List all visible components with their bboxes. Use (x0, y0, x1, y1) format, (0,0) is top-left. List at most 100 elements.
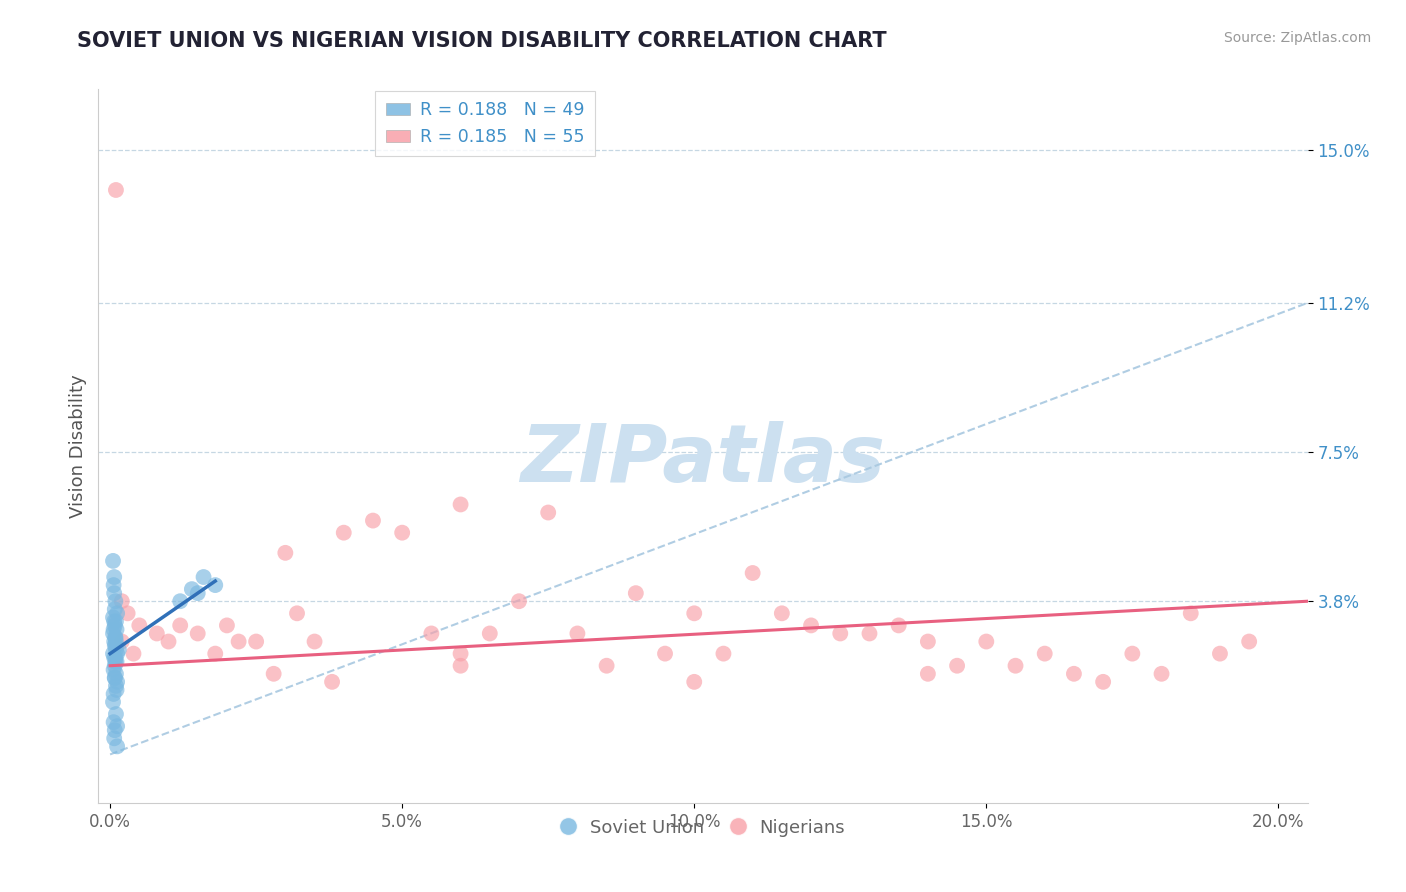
Point (104, 671, 127, 685)
Point (103, 650, 125, 665)
Point (128, 618, 150, 632)
Point (654, 647, 676, 661)
Point (361, 514, 384, 528)
Point (537, 506, 560, 520)
Point (101, 554, 124, 568)
Point (122, 647, 145, 661)
Point (103, 623, 125, 637)
Point (683, 674, 706, 689)
Point (157, 634, 180, 648)
Point (624, 586, 647, 600)
Point (974, 634, 997, 648)
Point (1150, 666, 1173, 681)
Point (228, 634, 250, 648)
Point (187, 586, 209, 600)
Point (830, 626, 852, 640)
Point (101, 610, 124, 624)
Point (103, 578, 125, 592)
Point (1063, 666, 1085, 681)
Point (450, 647, 472, 661)
Point (450, 498, 472, 512)
Point (713, 647, 735, 661)
Point (104, 671, 127, 685)
Point (104, 666, 127, 681)
Point (683, 607, 706, 621)
Point (111, 634, 134, 648)
Point (103, 687, 125, 701)
Point (204, 578, 226, 592)
Point (104, 615, 127, 629)
Point (858, 626, 880, 640)
Point (104, 634, 127, 648)
Point (391, 525, 413, 540)
Point (105, 674, 128, 689)
Point (1209, 647, 1232, 661)
Point (108, 642, 131, 657)
Point (104, 618, 127, 632)
Point (187, 626, 209, 640)
Point (105, 655, 128, 669)
Point (478, 626, 501, 640)
Point (104, 650, 127, 665)
Point (104, 642, 127, 657)
Point (304, 634, 326, 648)
Point (204, 647, 226, 661)
Point (104, 639, 127, 653)
Point (567, 626, 589, 640)
Point (103, 731, 125, 746)
Point (103, 570, 125, 584)
Legend: Soviet Union, Nigerians: Soviet Union, Nigerians (554, 812, 852, 844)
Point (887, 618, 910, 632)
Point (104, 602, 127, 616)
Point (1033, 647, 1056, 661)
Point (1180, 607, 1202, 621)
Point (104, 631, 127, 645)
Point (111, 594, 134, 608)
Point (103, 634, 125, 648)
Point (101, 695, 124, 709)
Point (104, 707, 127, 722)
Point (215, 618, 238, 632)
Point (103, 615, 125, 629)
Point (193, 570, 215, 584)
Point (245, 634, 267, 648)
Point (104, 658, 127, 673)
Point (770, 607, 793, 621)
Point (101, 626, 124, 640)
Point (1004, 658, 1026, 673)
Point (104, 594, 127, 608)
Point (285, 607, 308, 621)
Point (105, 647, 128, 661)
Point (1121, 647, 1143, 661)
Point (450, 658, 472, 673)
Point (105, 607, 128, 621)
Point (917, 634, 939, 648)
Text: ZIPatlas: ZIPatlas (520, 421, 886, 500)
Point (104, 183, 127, 197)
Point (104, 639, 127, 653)
Point (103, 715, 125, 730)
Point (103, 663, 125, 677)
Point (104, 655, 127, 669)
Point (595, 658, 617, 673)
Point (146, 626, 169, 640)
Point (104, 631, 127, 645)
Point (117, 607, 139, 621)
Point (104, 679, 127, 693)
Point (1092, 674, 1115, 689)
Point (263, 666, 285, 681)
Point (420, 626, 443, 640)
Point (101, 647, 124, 661)
Point (169, 594, 191, 608)
Point (508, 594, 530, 608)
Point (741, 566, 763, 580)
Text: Source: ZipAtlas.com: Source: ZipAtlas.com (1223, 31, 1371, 45)
Point (321, 674, 343, 689)
Point (169, 618, 191, 632)
Point (105, 739, 128, 754)
Point (105, 682, 128, 697)
Point (946, 658, 969, 673)
Point (105, 719, 128, 733)
Point (105, 623, 128, 637)
Text: SOVIET UNION VS NIGERIAN VISION DISABILITY CORRELATION CHART: SOVIET UNION VS NIGERIAN VISION DISABILI… (77, 31, 887, 51)
